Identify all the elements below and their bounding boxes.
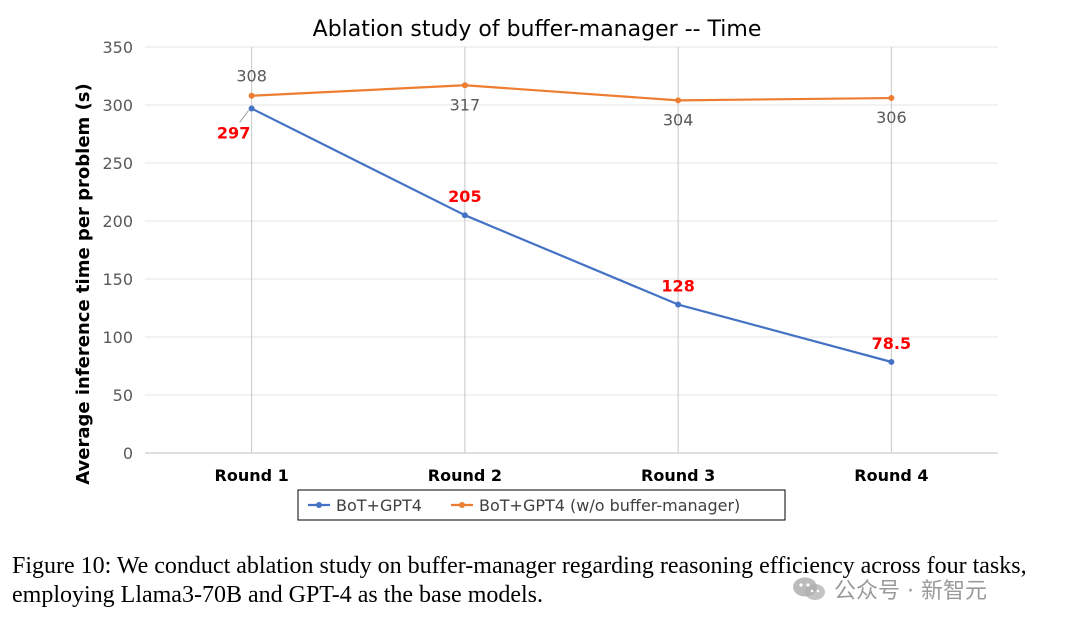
data-label-s1: 78.5 — [872, 334, 911, 353]
y-tick-label: 0 — [123, 444, 133, 463]
data-point-s1-1 — [248, 105, 255, 112]
data-label-s1: 128 — [661, 277, 694, 296]
legend-box — [297, 489, 786, 521]
chart-title: Ablation study of buffer-manager -- Time — [313, 17, 762, 42]
x-axis-ticks: Round 1 Round 2 Round 3 Round 4 — [215, 466, 929, 485]
legend-marker-2 — [459, 502, 465, 508]
y-tick-label: 150 — [102, 270, 133, 289]
data-point-s2-1 — [248, 92, 255, 99]
figure-caption: Figure 10: We conduct ablation study on … — [12, 553, 1027, 608]
y-tick-label: 250 — [102, 154, 133, 173]
legend-label-1: BoT+GPT4 — [336, 496, 422, 515]
y-axis-label: Average inference time per problem (s) — [73, 83, 94, 485]
chart-legend: BoT+GPT4 BoT+GPT4 (w/o buffer-manager) — [297, 489, 786, 521]
y-tick-label: 100 — [102, 328, 133, 347]
y-tick-label: 200 — [102, 212, 133, 231]
line-chart: Ablation study of buffer-manager -- Time… — [73, 17, 998, 521]
data-point-s2-3 — [675, 97, 682, 104]
x-tick-label: Round 1 — [215, 466, 289, 485]
series-lines — [248, 82, 895, 365]
series-line-2 — [251, 84, 892, 102]
data-point-s1-2 — [461, 212, 468, 219]
data-point-s2-4 — [888, 95, 895, 102]
series-line-1 — [251, 107, 892, 364]
y-tick-label: 50 — [113, 386, 133, 405]
data-label-s2: 308 — [236, 67, 267, 86]
x-tick-label: Round 2 — [428, 466, 502, 485]
legend-marker-1 — [316, 502, 322, 508]
x-tick-label: Round 3 — [641, 466, 715, 485]
data-label-s2: 304 — [663, 110, 694, 129]
grid-lines — [145, 46, 998, 454]
y-tick-label: 300 — [102, 96, 133, 115]
data-point-s1-3 — [675, 301, 682, 308]
data-labels: 297 205 128 78.5 308 317 304 306 — [217, 67, 911, 353]
leader-line — [239, 110, 250, 123]
y-tick-label: 350 — [102, 38, 133, 57]
data-label-s1: 297 — [217, 123, 250, 142]
data-label-s1: 205 — [448, 187, 481, 206]
y-axis-ticks: 0 50 100 150 200 250 300 350 — [102, 38, 133, 463]
data-label-s2: 317 — [450, 95, 481, 114]
legend-label-2: BoT+GPT4 (w/o buffer-manager) — [479, 496, 740, 515]
data-point-s1-4 — [888, 358, 895, 365]
x-tick-label: Round 4 — [854, 466, 928, 485]
data-label-s2: 306 — [876, 108, 907, 127]
data-point-s2-2 — [461, 82, 468, 89]
